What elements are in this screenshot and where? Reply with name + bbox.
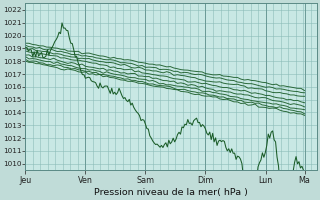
X-axis label: Pression niveau de la mer( hPa ): Pression niveau de la mer( hPa ) [94, 188, 248, 197]
